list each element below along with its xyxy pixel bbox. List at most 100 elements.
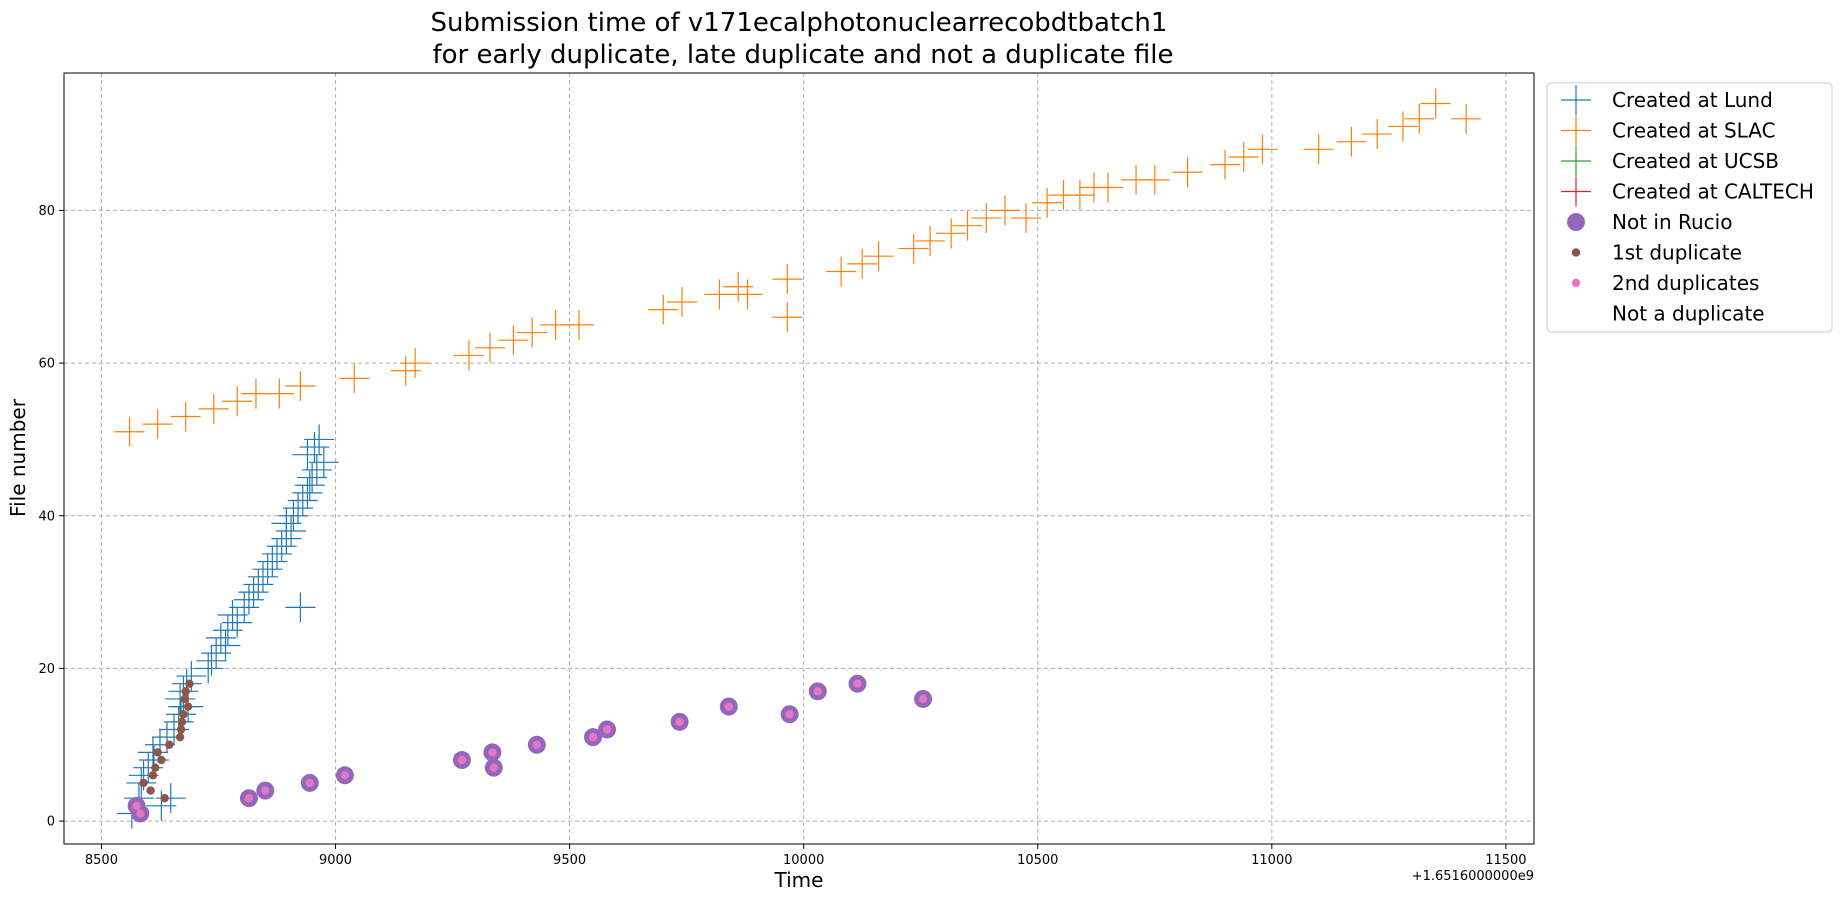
series-6-point-7 (488, 748, 497, 757)
series-0-point-22 (201, 638, 232, 669)
series-0-point-3 (137, 737, 168, 768)
series-0-point-33 (252, 554, 283, 585)
x-tick-label-3: 10000 (783, 853, 824, 868)
series-6-point-0 (132, 801, 141, 811)
series-6-point-15 (813, 687, 822, 696)
y-axis: 0 20 40 60 80 (38, 204, 64, 830)
series-0-point-46 (301, 454, 332, 485)
series-0-point-28 (229, 592, 260, 623)
series-6-point-6 (457, 755, 467, 765)
x-tick-label-0: 8500 (85, 853, 118, 868)
x-tick-label-1: 9000 (319, 853, 352, 868)
series-1-point-1 (142, 409, 173, 440)
series-0-point-40 (278, 500, 309, 531)
y-tick-label-4: 80 (38, 204, 55, 219)
legend-marker-5 (1571, 248, 1581, 257)
series-6-point-5 (340, 771, 350, 780)
series-0-point-21 (196, 645, 227, 676)
legend-marker-0 (1561, 85, 1591, 115)
legend-label-3: Created at CALTECH (1612, 180, 1814, 204)
x-tick-label-4: 10500 (1017, 853, 1058, 868)
x-axis-label: Time (774, 868, 824, 892)
series-0-point-50 (304, 424, 335, 455)
series-1-point-10 (400, 348, 431, 379)
series-1-point-4 (222, 386, 253, 417)
series-5-point-3 (146, 786, 155, 795)
series-6-point-3 (261, 786, 270, 795)
series-1-point-31 (971, 203, 1002, 234)
series-1-point-47 (1362, 119, 1393, 150)
legend-label-2: Created at UCSB (1612, 149, 1779, 173)
series-1-point-41 (1172, 157, 1203, 188)
series-1-point-50 (1420, 88, 1451, 119)
series-6-point-17 (918, 694, 928, 704)
legend-marker-2 (1561, 146, 1591, 176)
series-6-point-13 (724, 702, 733, 711)
series-1 (114, 88, 1482, 447)
series-5-point-13 (179, 710, 188, 719)
series-1-point-33 (1011, 203, 1042, 234)
series-1-point-17 (648, 294, 679, 325)
series-0-point-16 (165, 683, 196, 714)
series-0-point-48 (292, 439, 323, 470)
series-5-point-7 (157, 755, 166, 765)
series-1-point-29 (936, 218, 967, 249)
series-1-point-3 (198, 393, 229, 424)
series-1-point-30 (952, 210, 983, 241)
series-1-point-7 (285, 370, 316, 401)
series-6-point-16 (853, 679, 862, 688)
series-0-point-29 (233, 584, 264, 615)
chart-title-line-2: for early duplicate, late duplicate and … (432, 40, 1173, 70)
series-1-point-23 (772, 302, 803, 333)
series-1-point-14 (517, 317, 548, 348)
series-1-point-32 (989, 195, 1020, 226)
legend-label-4: Not in Rucio (1612, 210, 1732, 234)
series-1-point-48 (1387, 111, 1418, 142)
series-1-point-49 (1404, 103, 1435, 134)
series-6-point-12 (675, 717, 684, 727)
x-tick-label-5: 11000 (1251, 853, 1292, 868)
series-0-point-24 (205, 622, 236, 653)
y-tick-label-2: 40 (38, 509, 55, 524)
series-1-point-19 (704, 279, 735, 310)
series-1-point-20 (723, 271, 754, 302)
y-tick-label-1: 20 (38, 662, 55, 677)
series-1-point-36 (1064, 180, 1095, 211)
series-0-point-27 (217, 599, 248, 630)
legend-label-6: 2nd duplicates (1612, 271, 1759, 295)
series-5-point-5 (151, 763, 160, 772)
series-0-point-41 (283, 493, 314, 524)
series-0-point-42 (287, 485, 318, 516)
series-6-point-9 (532, 740, 542, 749)
series-1-point-27 (898, 233, 929, 264)
x-axis: 8500 9000 9500 10000 10500 11000 11500 (85, 844, 1527, 868)
y-tick-label-3: 60 (38, 357, 55, 372)
series-0-point-36 (266, 531, 297, 562)
series-1-point-24 (826, 256, 857, 287)
plot-frame (63, 72, 1535, 845)
series-0-point-23 (210, 630, 241, 661)
chart-title-line-1: Submission time of v171ecalphotonuclearr… (431, 8, 1168, 38)
series-0-point-35 (262, 538, 293, 569)
series-1-point-42 (1210, 149, 1241, 180)
series-5-point-9 (165, 740, 174, 749)
series-0-point-26 (222, 607, 253, 638)
legend-label-5: 1st duplicate (1612, 241, 1742, 265)
series-5-point-10 (175, 732, 185, 742)
legend-box (1546, 82, 1833, 333)
series-5-point-12 (177, 717, 187, 727)
series-6-point-11 (602, 725, 612, 734)
y-axis-label: File number (6, 398, 30, 517)
legend-label-7: Not a duplicate (1612, 302, 1765, 326)
series-1-point-26 (863, 241, 894, 272)
series-5-point-14 (180, 694, 189, 704)
series-0-point-34 (257, 546, 288, 577)
legend-marker-4 (1567, 213, 1585, 231)
series-5-point-8 (160, 793, 169, 803)
series-1-point-45 (1303, 134, 1334, 165)
series-1-point-21 (732, 279, 763, 310)
series-1-point-13 (498, 325, 529, 356)
series-1-point-8 (339, 363, 370, 394)
legend-label-1: Created at SLAC (1612, 119, 1776, 143)
